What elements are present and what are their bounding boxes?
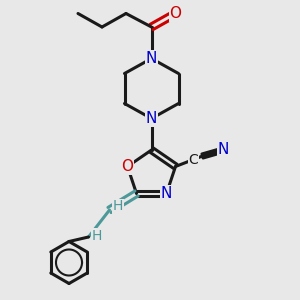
Text: O: O (122, 159, 134, 174)
Text: H: H (113, 200, 123, 213)
Text: N: N (218, 142, 229, 158)
Text: N: N (146, 111, 157, 126)
Text: O: O (169, 6, 181, 21)
Text: H: H (92, 229, 102, 242)
Text: C: C (189, 153, 198, 167)
Text: N: N (161, 186, 172, 201)
Text: N: N (146, 51, 157, 66)
